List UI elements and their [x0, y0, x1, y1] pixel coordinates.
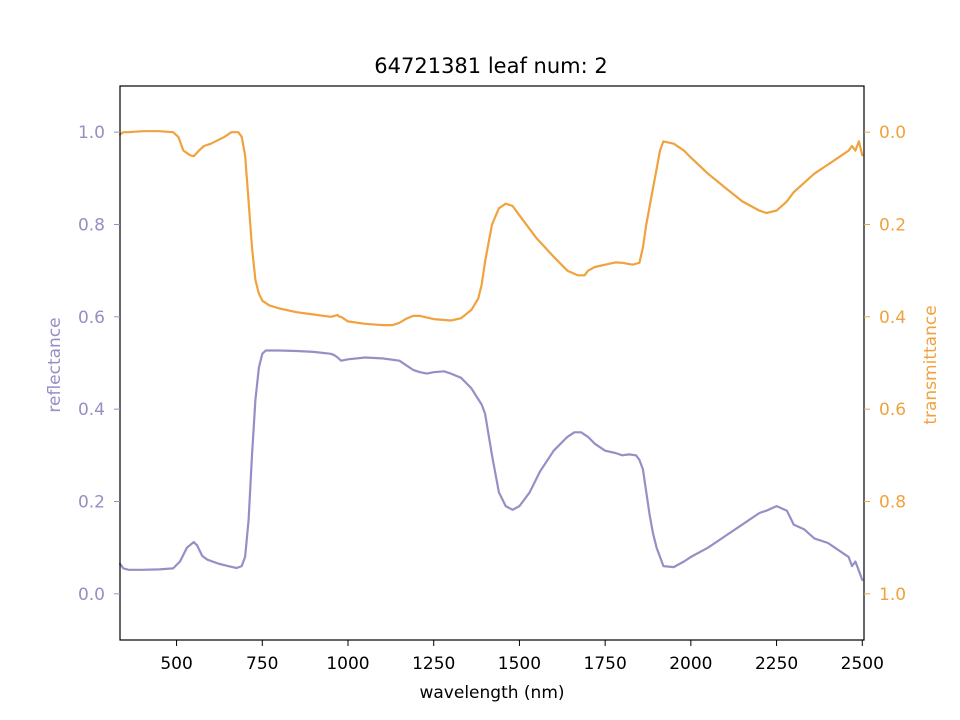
right-axis-label: transmittance: [921, 305, 941, 424]
x-axis-label: wavelength (nm): [419, 683, 564, 703]
transmittance-line: [118, 130, 864, 327]
left-tick-label: 1.0: [78, 123, 105, 143]
x-tick-label: 2000: [669, 654, 712, 674]
left-axis-ticks: 0.0 0.2 0.4 0.6 0.8 1.0: [78, 123, 120, 605]
right-tick-label: 0.8: [879, 493, 906, 513]
right-tick-label: 0.0: [879, 123, 906, 143]
left-tick-label: 0.4: [78, 400, 105, 420]
x-tick-label: 1750: [584, 654, 627, 674]
right-tick-label: 0.4: [879, 308, 906, 328]
x-tick-label: 1000: [326, 654, 369, 674]
chart-title: 64721381 leaf num: 2: [374, 54, 607, 78]
reflectance-line: [118, 349, 864, 582]
left-tick-label: 0.8: [78, 216, 105, 236]
plot-frame: [119, 85, 865, 641]
left-axis-label: reflectance: [45, 317, 65, 412]
left-tick-label: 0.6: [78, 308, 105, 328]
left-tick-label: 0.0: [78, 585, 105, 605]
right-tick-label: 1.0: [879, 585, 906, 605]
left-tick-label: 0.2: [78, 493, 105, 513]
x-tick-label: 1250: [412, 654, 455, 674]
right-tick-label: 0.6: [879, 400, 906, 420]
x-tick-label: 2250: [755, 654, 798, 674]
x-tick-label: 2500: [841, 654, 884, 674]
series-layer: [118, 130, 864, 582]
right-axis-ticks: 0.0 0.2 0.4 0.6 0.8 1.0: [864, 123, 906, 605]
x-tick-label: 750: [246, 654, 278, 674]
x-tick-label: 1500: [498, 654, 541, 674]
right-tick-label: 0.2: [879, 216, 906, 236]
x-tick-label: 500: [160, 654, 192, 674]
x-axis-ticks: 500 750 1000 1250 1500 1750 2000 2250 2500: [160, 640, 884, 674]
